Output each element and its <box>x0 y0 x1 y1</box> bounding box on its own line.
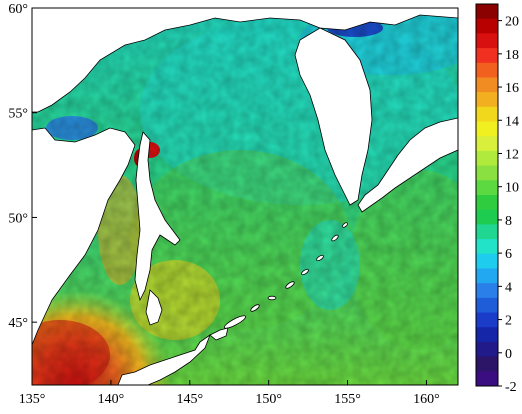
colorbar-swatch <box>476 48 498 64</box>
lon-tick-label: 145° <box>176 392 203 407</box>
colorbar-tick-label: 6 <box>505 247 512 262</box>
colorbar-swatch <box>476 268 498 284</box>
colorbar <box>475 3 499 387</box>
colorbar-frame <box>475 3 499 387</box>
colorbar-swatch <box>476 209 498 225</box>
colorbar-tick-label: 10 <box>505 181 519 196</box>
colorbar-tick-label: 18 <box>505 48 519 63</box>
colorbar-swatch <box>476 121 498 137</box>
colorbar-swatch <box>476 283 498 299</box>
colorbar-swatch <box>476 356 498 372</box>
colorbar-swatch <box>476 327 498 343</box>
lat-tick-label: 50° <box>8 211 28 226</box>
colorbar-swatch <box>476 180 498 196</box>
colorbar-swatch <box>476 253 498 269</box>
colorbar-swatch <box>476 106 498 123</box>
siberia-landmass <box>32 8 458 113</box>
colorbar-swatch <box>476 18 498 34</box>
colorbar-swatch <box>476 150 498 167</box>
colorbar-swatch <box>476 297 498 314</box>
colorbar-tick-label: 8 <box>505 214 512 229</box>
colorbar-swatch <box>476 92 498 108</box>
colorbar-swatch <box>476 224 498 240</box>
latitude-ticks: 60° 55° 50° 45° <box>8 2 37 331</box>
colorbar-tick-label: -2 <box>505 380 517 395</box>
kamchatka-north <box>294 27 373 206</box>
colorbar-swatch <box>476 136 498 152</box>
mainland-coast <box>32 127 136 346</box>
lon-tick-label: 135° <box>19 392 46 407</box>
map-frame <box>31 7 459 386</box>
tatar-strait-peninsula <box>145 289 163 326</box>
lon-tick-label: 155° <box>334 392 361 407</box>
colorbar-tick-label: 16 <box>505 81 519 96</box>
kamchatka-peninsula <box>357 117 458 213</box>
colorbar-swatch <box>476 4 498 20</box>
colorbar-tick-label: 0 <box>505 347 512 362</box>
hokkaido-island <box>117 333 211 385</box>
colorbar-swatch <box>476 371 498 387</box>
colorbar-swatch <box>476 195 498 211</box>
longitude-ticks: 135° 140° 145° 150° 155° 160° <box>19 380 440 407</box>
colorbar-swatch <box>476 62 498 78</box>
colorbar-swatch <box>476 33 498 49</box>
lat-tick-label: 45° <box>8 316 28 331</box>
colorbar-swatch <box>476 239 498 255</box>
sakhalin-island <box>134 131 181 302</box>
lat-tick-label: 55° <box>8 107 28 122</box>
colorbar-tick-label: 2 <box>505 314 512 329</box>
lon-tick-label: 160° <box>413 392 440 407</box>
landmass <box>32 8 458 385</box>
hokkaido-east-coast <box>209 327 229 341</box>
lon-tick-label: 140° <box>98 392 125 407</box>
colorbar-tick-label: 14 <box>505 114 519 129</box>
colorbar-swatch <box>476 312 498 328</box>
lon-tick-label: 150° <box>255 392 282 407</box>
colorbar-tick-label: 4 <box>505 280 512 295</box>
colorbar-tick-label: 12 <box>505 147 519 162</box>
colorbar-swatch <box>476 165 498 181</box>
colorbar-swatch <box>476 77 498 93</box>
lat-tick-label: 60° <box>8 2 28 17</box>
colorbar-swatch <box>476 341 498 358</box>
colorbar-tick-label: 20 <box>505 15 519 30</box>
kuril-islands <box>223 222 348 329</box>
